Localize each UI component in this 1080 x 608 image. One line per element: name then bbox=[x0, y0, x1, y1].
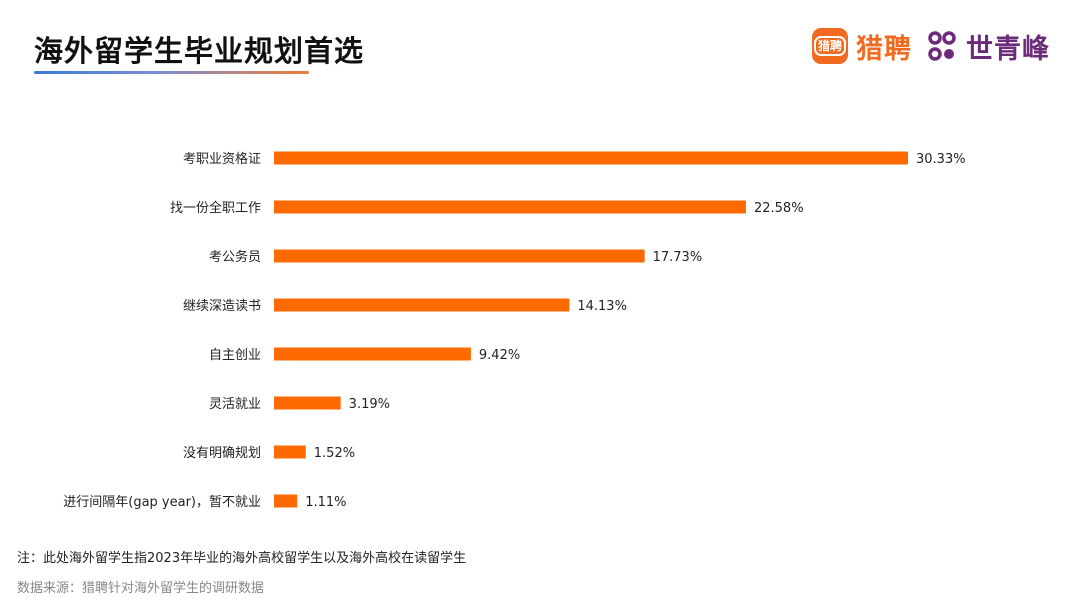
brand-logos: 猎聘 猎聘 世青峰 bbox=[812, 26, 1050, 66]
bar-chart: 考职业资格证 30.33% 找一份全职工作 22.58% 考公务员 17.73% 继续深造读… bbox=[63, 151, 966, 510]
category-label: 继续深造读书 bbox=[183, 299, 261, 314]
value-label: 14.13% bbox=[577, 299, 627, 314]
liepin-logo-icon: 猎聘 bbox=[812, 28, 848, 64]
shiqingfeng-brand-name: 世青峰 bbox=[966, 33, 1050, 65]
category-label: 考职业资格证 bbox=[183, 151, 261, 167]
bar bbox=[274, 298, 570, 312]
shiqingfeng-logo-icon bbox=[928, 31, 956, 61]
value-label: 3.19% bbox=[349, 397, 390, 412]
data-source: 数据来源：猎聘针对海外留学生的调研数据 bbox=[17, 581, 265, 596]
bar bbox=[274, 396, 341, 410]
category-label: 自主创业 bbox=[209, 348, 261, 363]
bar bbox=[274, 494, 298, 508]
value-label: 1.52% bbox=[314, 446, 355, 461]
title-underline bbox=[34, 71, 309, 74]
value-label: 22.58% bbox=[754, 201, 804, 216]
value-label: 1.11% bbox=[305, 495, 346, 510]
bar bbox=[274, 445, 306, 459]
bar bbox=[274, 151, 908, 165]
value-label: 17.73% bbox=[653, 250, 703, 265]
bar bbox=[274, 200, 746, 214]
liepin-badge-text: 猎聘 bbox=[813, 36, 846, 56]
category-label: 没有明确规划 bbox=[183, 446, 261, 461]
category-label: 灵活就业 bbox=[209, 397, 261, 412]
bar bbox=[274, 347, 471, 361]
category-label: 考公务员 bbox=[209, 249, 261, 265]
bar bbox=[274, 249, 645, 263]
category-label: 进行间隔年(gap year)，暂不就业 bbox=[63, 495, 261, 510]
page-title: 海外留学生毕业规划首选 bbox=[34, 34, 365, 68]
category-label: 找一份全职工作 bbox=[170, 200, 261, 216]
footnote: 注：此处海外留学生指2023年毕业的海外高校留学生以及海外高校在读留学生 bbox=[17, 551, 467, 566]
liepin-brand-name: 猎聘 bbox=[856, 33, 912, 65]
value-label: 30.33% bbox=[916, 152, 966, 167]
value-label: 9.42% bbox=[479, 348, 520, 363]
